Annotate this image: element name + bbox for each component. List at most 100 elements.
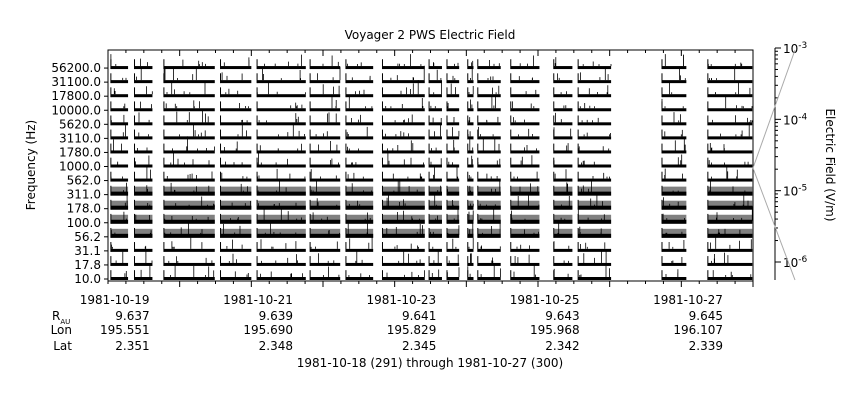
signal-trace-1000.0	[510, 164, 540, 168]
signal-spikes-562.0	[486, 173, 498, 179]
signal-trace-5620.0	[257, 122, 306, 126]
signal-trace-1780.0	[163, 150, 215, 154]
signal-band-56.2	[382, 228, 425, 238]
signal-spikes-17.8	[491, 257, 494, 263]
signal-spikes-17.8	[433, 249, 439, 263]
signal-trace-56200.0	[553, 66, 573, 70]
signal-spikes-17.8	[163, 256, 213, 263]
signal-band-178.0	[110, 200, 129, 210]
rau-row-label: RAU	[52, 309, 70, 326]
signal-spikes-31100.0	[487, 76, 494, 81]
signal-trace-178.0	[110, 205, 129, 210]
signal-trace-5620.0	[446, 122, 460, 126]
signal-trace-3110.0	[467, 136, 474, 140]
signal-trace-1000.0	[220, 164, 252, 168]
signal-spikes-100.0	[123, 211, 127, 221]
signal-trace-17.8	[553, 262, 573, 266]
signal-band-56.2	[163, 228, 215, 238]
signal-spikes-1000.0	[135, 155, 150, 165]
signal-trace-1780.0	[382, 150, 425, 154]
signal-trace-3110.0	[382, 136, 425, 140]
signal-trace-17800.0	[220, 94, 252, 98]
signal-spikes-3110.0	[434, 123, 441, 137]
signal-trace-1780.0	[345, 150, 374, 154]
signal-trace-10.0	[345, 277, 374, 280]
signal-trace-3110.0	[661, 136, 687, 140]
signal-trace-3110.0	[510, 136, 540, 140]
signal-spikes-10.0	[431, 269, 440, 277]
signal-band-100.0	[446, 214, 460, 224]
signal-trace-56200.0	[382, 66, 425, 70]
signal-spikes-10000.0	[512, 101, 535, 109]
signal-spikes-3110.0	[720, 121, 750, 137]
channel-labels: 56200.031100.017800.010000.05620.03110.0…	[51, 61, 108, 286]
signal-trace-1000.0	[163, 164, 215, 168]
signal-spikes-17.8	[398, 249, 421, 263]
signal-spikes-56200.0	[554, 57, 557, 67]
signal-trace-562.0	[345, 178, 374, 182]
signal-trace-178.0	[578, 205, 612, 210]
signal-trace-1000.0	[110, 164, 129, 168]
signal-spikes-178.0	[733, 192, 749, 207]
signal-spikes-17.8	[145, 248, 153, 263]
signal-band-56.2	[510, 228, 540, 238]
signal-band-178.0	[310, 200, 341, 210]
signal-trace-562.0	[110, 178, 129, 182]
signal-spikes-100.0	[435, 215, 438, 221]
signal-band-56.2	[467, 228, 474, 238]
signal-band-178.0	[429, 200, 442, 210]
signal-spikes-31100.0	[580, 68, 609, 81]
signal-trace-17800.0	[510, 94, 540, 98]
signal-trace-31.1	[553, 248, 573, 252]
signal-spikes-17800.0	[400, 79, 419, 95]
signal-spikes-1000.0	[677, 154, 683, 165]
signal-trace-1780.0	[553, 150, 573, 154]
x-date-label: 1981-10-21	[223, 293, 293, 307]
signal-trace-31100.0	[310, 80, 341, 84]
signal-spikes-17.8	[563, 260, 569, 263]
signal-spikes-3110.0	[518, 128, 533, 137]
signal-spikes-31100.0	[679, 68, 686, 81]
channel-label: 3110.0	[59, 131, 101, 145]
signal-trace-17.8	[510, 262, 540, 266]
signal-trace-5620.0	[578, 122, 612, 126]
signal-trace-311.0	[163, 191, 215, 196]
signal-spikes-31.1	[452, 238, 457, 249]
signal-trace-100.0	[345, 219, 374, 224]
signal-spikes-17.8	[583, 250, 607, 263]
signal-spikes-56.2	[328, 230, 340, 235]
signal-spikes-31100.0	[163, 66, 197, 81]
signal-spikes-56.2	[557, 221, 560, 235]
signal-trace-56.2	[707, 233, 753, 238]
signal-trace-10000.0	[467, 108, 474, 112]
signal-spikes-17800.0	[560, 91, 567, 95]
signal-spikes-17800.0	[113, 88, 116, 95]
signal-spikes-311.0	[519, 183, 539, 193]
signal-spikes-56.2	[717, 228, 741, 235]
signal-trace-17800.0	[477, 94, 501, 98]
signal-spikes-56200.0	[110, 54, 117, 67]
signal-band-100.0	[553, 214, 573, 224]
signal-spikes-311.0	[446, 188, 448, 193]
signal-spikes-311.0	[672, 190, 679, 193]
signal-trace-1000.0	[429, 164, 442, 168]
signal-trace-31.1	[661, 248, 687, 252]
signal-trace-3110.0	[257, 136, 306, 140]
signal-trace-1000.0	[345, 164, 374, 168]
signal-spikes-5620.0	[258, 113, 299, 123]
signal-band-311.0	[134, 186, 153, 196]
signal-trace-1780.0	[707, 150, 753, 154]
signal-trace-17.8	[467, 262, 474, 266]
signal-spikes-56200.0	[519, 55, 534, 67]
signal-trace-56.2	[382, 233, 425, 238]
signal-spikes-311.0	[566, 182, 568, 193]
signal-trace-1000.0	[310, 164, 341, 168]
signal-spikes-5620.0	[394, 114, 413, 123]
signal-spikes-17.8	[470, 253, 472, 263]
signal-spikes-1000.0	[708, 160, 749, 165]
signal-trace-5620.0	[553, 122, 573, 126]
signal-trace-17800.0	[310, 94, 341, 98]
signal-spikes-178.0	[452, 199, 454, 207]
signal-trace-5620.0	[661, 122, 687, 126]
signal-band-311.0	[345, 186, 374, 196]
